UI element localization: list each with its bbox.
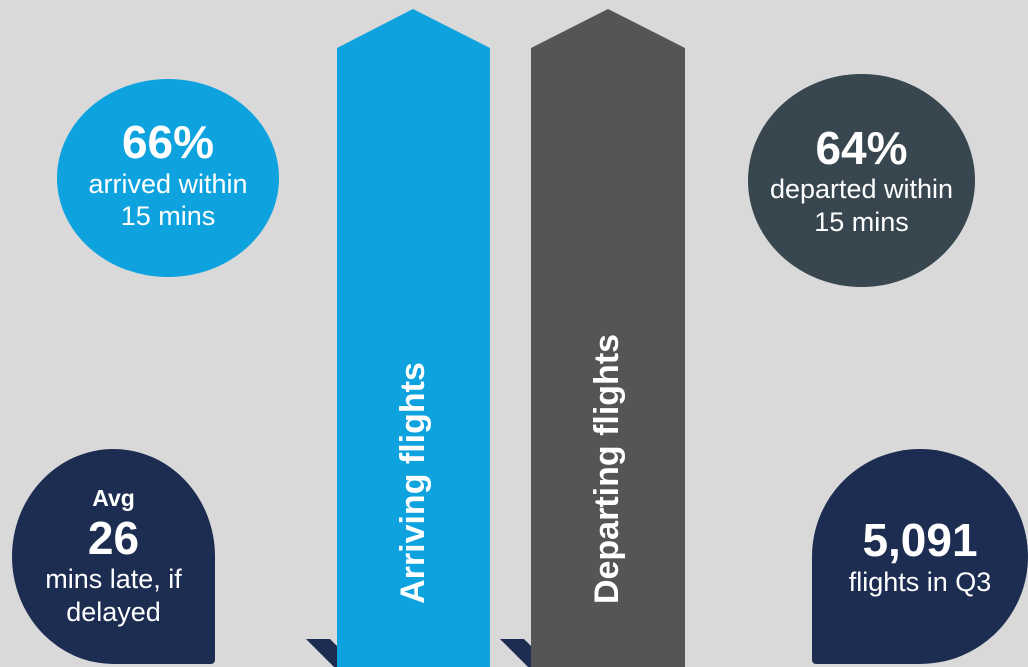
delay-caption-line1: mins late, if [45, 564, 182, 595]
arrivals-stat-bubble: 66% arrived within 15 mins [57, 79, 279, 277]
arrival-arrow [337, 9, 490, 667]
departures-caption-line1: departed within [769, 174, 954, 205]
arrivals-caption-line1: arrived within [88, 168, 248, 199]
delay-prefix: Avg [92, 485, 135, 512]
departures-percent: 64% [815, 121, 908, 174]
flight-volume-caption: flights in Q3 [848, 566, 992, 597]
departures-stat-bubble: 64% departed within 15 mins [748, 74, 975, 287]
departures-caption-line2: 15 mins [814, 206, 909, 237]
arrivals-percent: 66% [121, 116, 215, 169]
flight-volume-value: 5,091 [862, 514, 978, 566]
delay-value: 26 [87, 511, 140, 564]
average-delay-bubble: Avg 26 mins late, if delayed [12, 449, 215, 664]
departure-arrow-shadow [500, 639, 531, 667]
arrivals-caption-line2: 15 mins [120, 201, 216, 232]
arriving-flights-label: Arriving flights [394, 362, 432, 604]
flight-volume-bubble: 5,091 flights in Q3 [812, 449, 1028, 664]
departing-flights-label: Departing flights [588, 333, 626, 605]
arrival-arrow-shadow [306, 639, 337, 667]
departure-arrow [531, 9, 685, 667]
delay-caption-line2: delayed [66, 596, 161, 627]
